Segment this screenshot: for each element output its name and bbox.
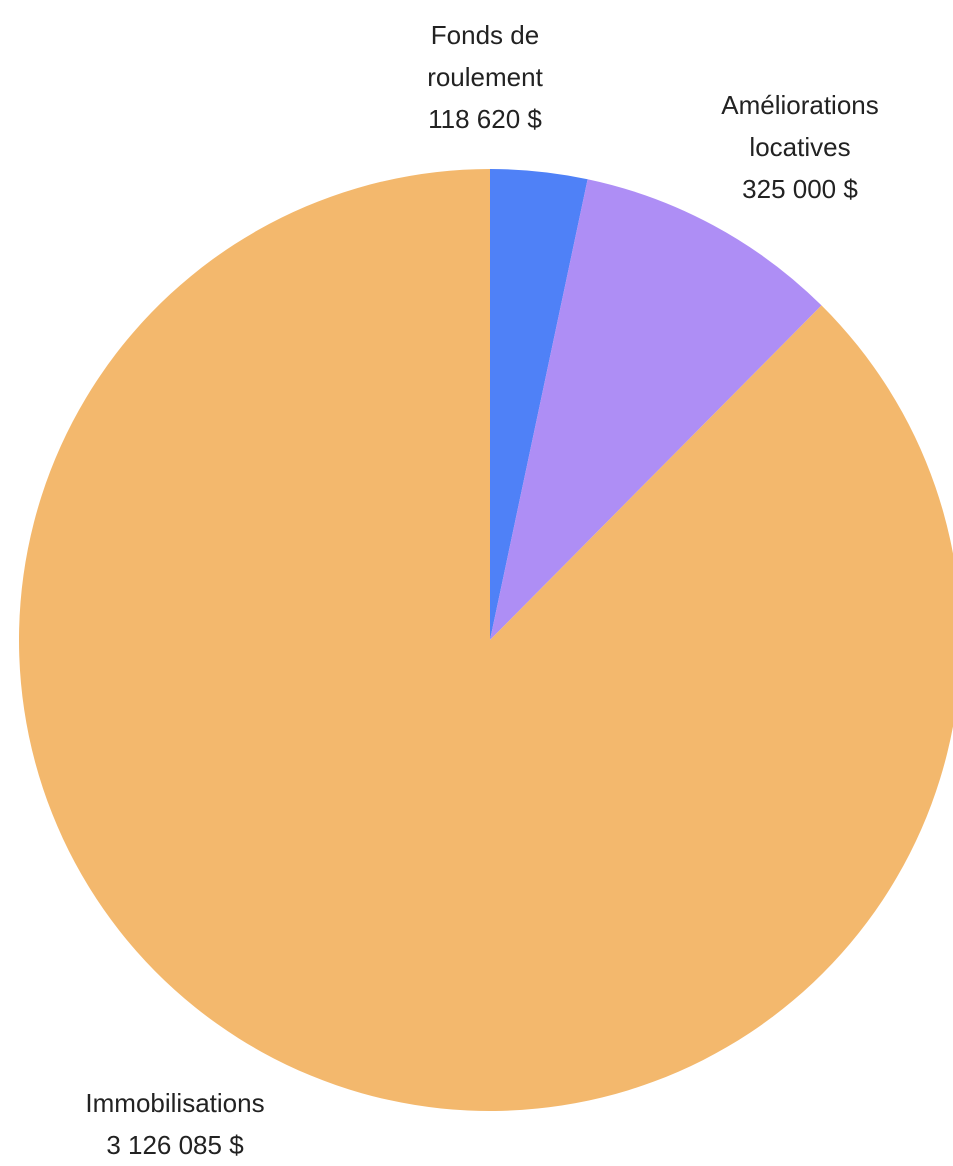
pie-slice bbox=[490, 179, 822, 641]
slice-label: Immobilisations 3 126 085 $ bbox=[25, 1082, 325, 1166]
category-label: Améliorations locatives bbox=[721, 90, 879, 162]
value-label: 118 620 $ bbox=[428, 104, 542, 134]
value-label: 325 000 $ bbox=[742, 174, 858, 204]
pie-slice bbox=[19, 169, 953, 1111]
category-label: Fonds de roulement bbox=[427, 20, 543, 92]
pie-slice bbox=[490, 169, 588, 640]
category-label: Immobilisations bbox=[85, 1088, 265, 1118]
slice-label: Améliorations locatives 325 000 $ bbox=[685, 84, 915, 210]
value-label: 3 126 085 $ bbox=[106, 1130, 244, 1160]
slice-label: Fonds de roulement 118 620 $ bbox=[400, 14, 570, 140]
